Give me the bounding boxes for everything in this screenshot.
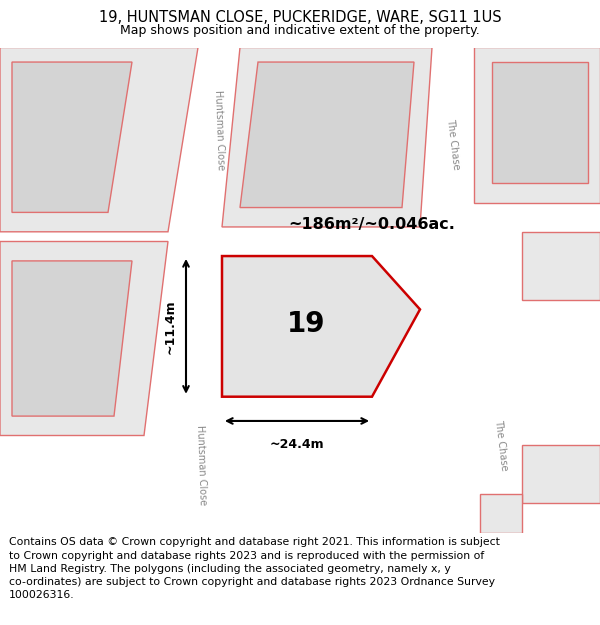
Polygon shape — [222, 256, 420, 397]
Polygon shape — [180, 48, 240, 532]
Text: Map shows position and indicative extent of the property.: Map shows position and indicative extent… — [120, 24, 480, 37]
Polygon shape — [12, 62, 132, 212]
Polygon shape — [0, 48, 198, 232]
Text: The Chase: The Chase — [493, 419, 509, 471]
Polygon shape — [240, 62, 414, 208]
Polygon shape — [432, 48, 522, 532]
Text: 19: 19 — [287, 310, 325, 338]
Polygon shape — [0, 241, 168, 436]
Polygon shape — [522, 445, 600, 503]
Text: ~186m²/~0.046ac.: ~186m²/~0.046ac. — [289, 217, 455, 232]
Text: Huntsman Close: Huntsman Close — [212, 89, 226, 170]
Polygon shape — [492, 62, 588, 183]
Polygon shape — [222, 48, 432, 227]
Text: Contains OS data © Crown copyright and database right 2021. This information is : Contains OS data © Crown copyright and d… — [9, 538, 500, 600]
Polygon shape — [474, 48, 600, 169]
Polygon shape — [522, 232, 600, 300]
Text: Huntsman Close: Huntsman Close — [194, 424, 208, 505]
Text: ~11.4m: ~11.4m — [164, 299, 177, 354]
Text: 19, HUNTSMAN CLOSE, PUCKERIDGE, WARE, SG11 1US: 19, HUNTSMAN CLOSE, PUCKERIDGE, WARE, SG… — [98, 11, 502, 26]
Text: The Chase: The Chase — [445, 118, 461, 171]
Polygon shape — [12, 261, 132, 416]
Polygon shape — [474, 48, 600, 202]
Text: ~24.4m: ~24.4m — [269, 438, 325, 451]
Polygon shape — [480, 494, 522, 532]
